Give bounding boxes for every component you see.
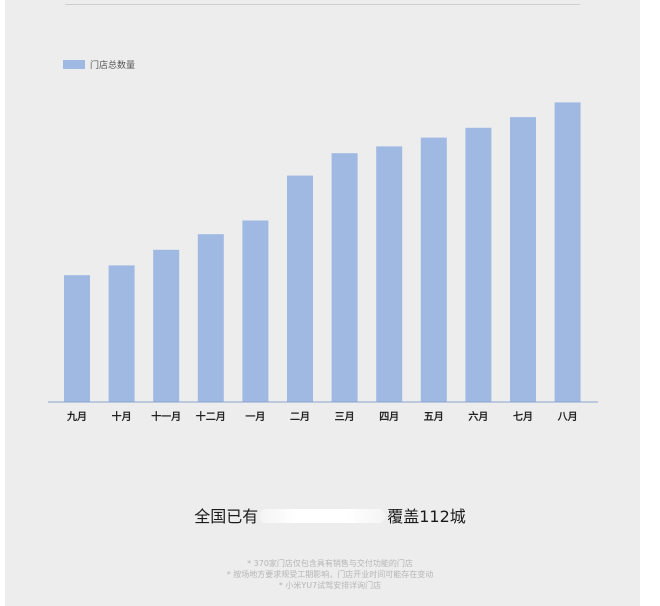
x-tick-label: 四月 (379, 411, 399, 423)
x-tick-label: 十二月 (196, 410, 226, 423)
headline: 全国已有 覆盖112城 (0, 503, 660, 527)
headline-prefix: 全国已有 (194, 507, 259, 526)
x-tick-label: 三月 (335, 411, 355, 423)
x-tick-labels: 九月 十月 十一月 十二月 一月 二月 三月 四月 五月 六月 七月 八月 (66, 410, 578, 423)
bar-12 (554, 102, 581, 403)
footnote-line: * 小米YU7试驾安排详询门店 (278, 581, 382, 590)
legend-swatch (63, 60, 85, 69)
bar-2 (108, 265, 135, 402)
bar-7 (331, 153, 358, 402)
bars-group (64, 102, 581, 403)
bar-9 (420, 137, 447, 402)
bar-11 (510, 117, 536, 402)
blurred-count (260, 509, 386, 523)
bar-3 (153, 249, 180, 402)
x-tick-label: 十月 (112, 410, 132, 423)
bar-10 (465, 127, 492, 403)
headline-suffix: 覆盖112城 (387, 507, 466, 526)
x-tick-label: 一月 (245, 411, 265, 423)
top-divider (65, 4, 580, 5)
footnotes: * 370家门店仅包含具有销售与交付功能的门店 * 按场地方要求规受工期影响，门… (0, 558, 660, 591)
x-tick-label: 七月 (513, 410, 533, 423)
bar-1 (64, 275, 90, 402)
bar-8 (376, 146, 403, 402)
x-tick-label: 八月 (557, 411, 578, 423)
legend-label: 门店总数量 (90, 59, 135, 71)
x-tick-label: 五月 (424, 411, 444, 423)
bar-4 (197, 234, 224, 402)
x-tick-label: 九月 (66, 410, 87, 423)
legend: 门店总数量 (63, 59, 135, 71)
x-tick-label: 十一月 (151, 410, 181, 423)
x-tick-label: 二月 (290, 411, 310, 423)
footnote-line: * 370家门店仅包含具有销售与交付功能的门店 (247, 559, 413, 568)
bar-5 (242, 220, 269, 402)
x-tick-label: 六月 (468, 410, 488, 423)
footnote-line: * 按场地方要求规受工期影响，门店开业时间可能存在变动 (226, 570, 434, 579)
bar-6 (287, 175, 313, 402)
